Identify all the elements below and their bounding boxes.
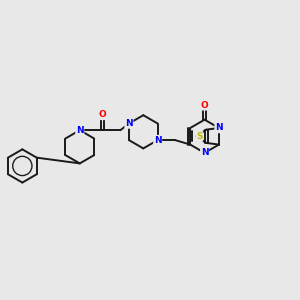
Text: N: N: [215, 124, 223, 133]
Text: O: O: [99, 110, 106, 119]
Text: S: S: [196, 132, 202, 141]
Text: O: O: [201, 101, 208, 110]
Text: N: N: [201, 148, 208, 158]
Text: N: N: [125, 119, 133, 128]
Text: N: N: [76, 126, 84, 135]
Text: N: N: [154, 136, 161, 145]
